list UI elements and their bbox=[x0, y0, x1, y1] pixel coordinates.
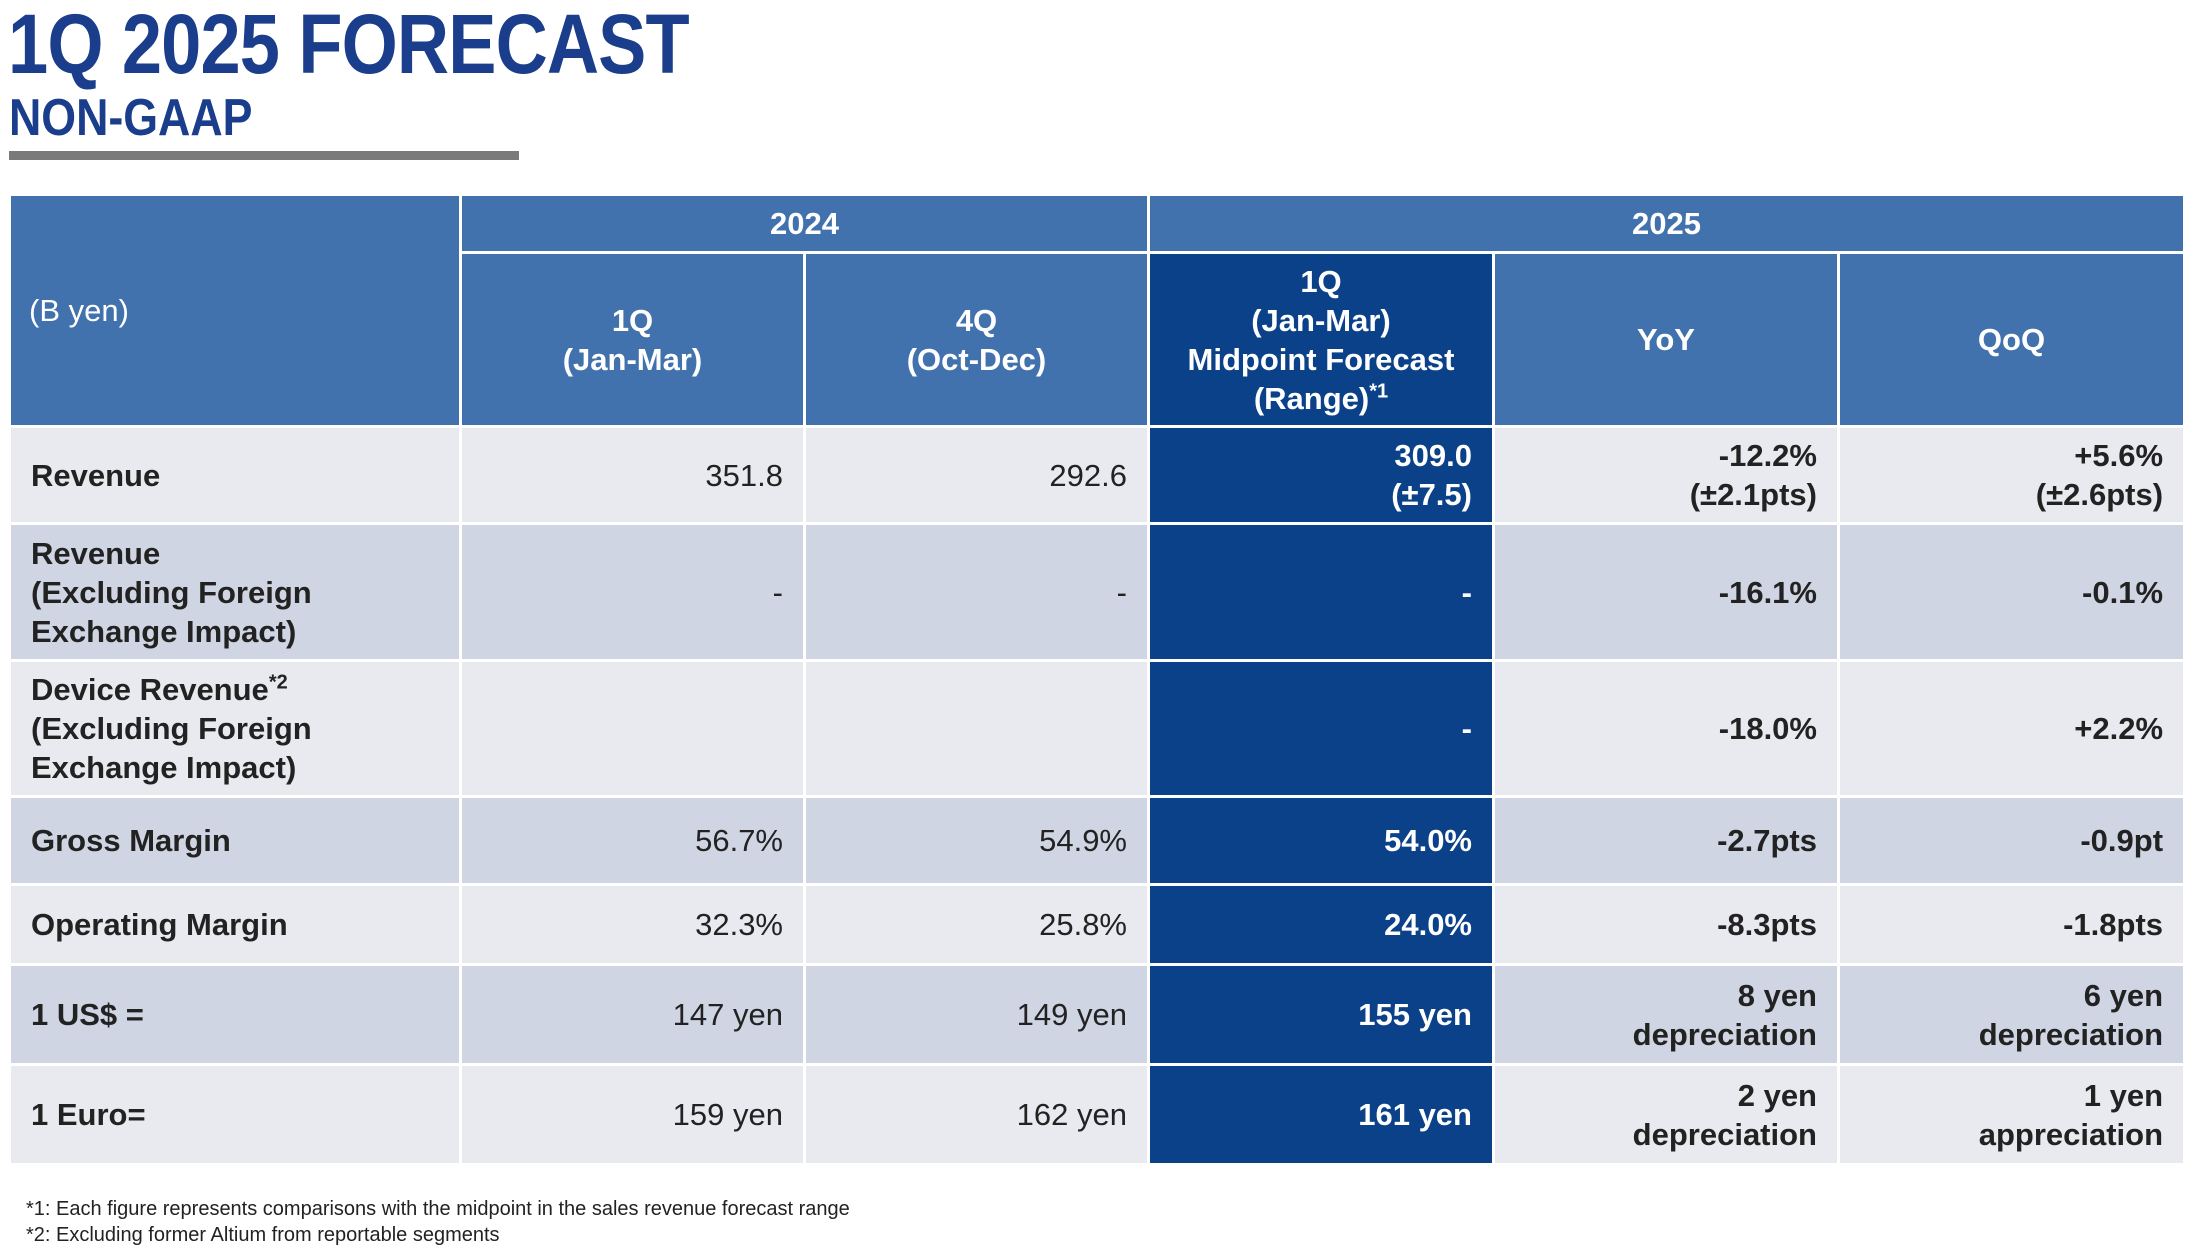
cell-qoq-line2: depreciation bbox=[1978, 1016, 2164, 1052]
cell-yoy-value: -12.2% bbox=[1718, 438, 1817, 473]
table-row-operating-margin: Operating Margin 32.3% 25.8% 24.0% -8.3p… bbox=[8, 883, 2187, 966]
cell-forecast-range: (±7.5) bbox=[1391, 477, 1472, 512]
cell-yoy: -12.2% (±2.1pts) bbox=[1492, 425, 1840, 525]
year-2024-header: 2024 bbox=[459, 193, 1150, 254]
cell-4q-2024: 149 yen bbox=[803, 963, 1150, 1066]
cell-qoq-value: +5.6% bbox=[2074, 438, 2164, 473]
cell-1q-2024: - bbox=[459, 522, 806, 662]
col-header-1q-2024-line2: (Jan-Mar) bbox=[562, 341, 703, 377]
page-title: 1Q 2025 FORECAST bbox=[8, 0, 690, 91]
cell-qoq: -0.9pt bbox=[1836, 795, 2187, 886]
cell-forecast: 309.0 (±7.5) bbox=[1147, 425, 1495, 525]
row-label: 1 Euro= bbox=[8, 1063, 462, 1166]
row-label-text: Device Revenue bbox=[31, 672, 269, 707]
cell-qoq: -0.1% bbox=[1836, 522, 2187, 662]
cell-qoq-line1: 1 yen bbox=[2083, 1077, 2164, 1113]
col-header-forecast-line2: (Jan-Mar) bbox=[1251, 302, 1391, 338]
row-label: 1 US$ = bbox=[8, 963, 462, 1066]
header-row-years: (B yen) 2024 2025 bbox=[8, 193, 2187, 428]
cell-4q-2024: 54.9% bbox=[803, 795, 1150, 886]
table-row-revenue: Revenue 351.8 292.6 309.0 (±7.5) -12.2% … bbox=[8, 425, 2187, 525]
row-label: Revenue bbox=[8, 425, 462, 525]
cell-forecast: 54.0% bbox=[1147, 795, 1495, 886]
footnote-2: *2: Excluding former Altium from reporta… bbox=[26, 1224, 500, 1246]
cell-yoy-range: (±2.1pts) bbox=[1689, 477, 1817, 512]
cell-1q-2024 bbox=[459, 659, 806, 798]
cell-4q-2024: 292.6 bbox=[803, 425, 1150, 525]
cell-yoy-line2: depreciation bbox=[1632, 1116, 1817, 1152]
cell-qoq: 1 yen appreciation bbox=[1836, 1063, 2187, 1166]
row-label-line2: (Excluding Foreign bbox=[31, 574, 312, 610]
cell-qoq-line2: appreciation bbox=[1978, 1116, 2164, 1152]
cell-qoq: +2.2% bbox=[1836, 659, 2187, 798]
col-header-forecast-line1: 1Q bbox=[1300, 263, 1342, 299]
col-header-yoy: YoY bbox=[1492, 251, 1840, 428]
col-header-forecast: 1Q (Jan-Mar) Midpoint Forecast (Range)*1 bbox=[1147, 251, 1495, 428]
unit-label: (B yen) bbox=[8, 193, 462, 428]
row-label-line1: Revenue bbox=[31, 535, 161, 571]
cell-yoy: -8.3pts bbox=[1492, 883, 1840, 966]
cell-1q-2024: 56.7% bbox=[459, 795, 806, 886]
row-label-line3: Exchange Impact) bbox=[31, 750, 297, 785]
cell-1q-2024: 147 yen bbox=[459, 963, 806, 1066]
cell-1q-2024: 159 yen bbox=[459, 1063, 806, 1166]
cell-qoq: -1.8pts bbox=[1836, 883, 2187, 966]
cell-4q-2024: 162 yen bbox=[803, 1063, 1150, 1166]
cell-forecast-value: 309.0 bbox=[1394, 438, 1472, 473]
cell-yoy-line1: 2 yen bbox=[1737, 1077, 1817, 1113]
cell-forecast: 24.0% bbox=[1147, 883, 1495, 966]
forecast-table: (B yen) 2024 2025 1Q (Jan-Mar) 4Q (Oct-D… bbox=[8, 193, 2187, 1166]
cell-1q-2024: 32.3% bbox=[459, 883, 806, 966]
cell-forecast: 161 yen bbox=[1147, 1063, 1495, 1166]
row-label: Gross Margin bbox=[8, 795, 462, 886]
footnote-marker-2: *2 bbox=[268, 671, 288, 694]
year-2025-header: 2025 bbox=[1146, 193, 2187, 254]
row-label-line3: Exchange Impact) bbox=[31, 613, 297, 649]
cell-yoy: -16.1% bbox=[1492, 522, 1840, 662]
footnote-1: *1: Each figure represents comparisons w… bbox=[26, 1198, 850, 1220]
cell-qoq: +5.6% (±2.6pts) bbox=[1836, 425, 2187, 525]
col-header-1q-2024-line1: 1Q bbox=[611, 302, 654, 338]
footnotes: *1: Each figure represents comparisons w… bbox=[26, 1196, 850, 1248]
cell-yoy-line2: depreciation bbox=[1632, 1016, 1817, 1052]
col-header-forecast-line3: Midpoint Forecast bbox=[1187, 341, 1455, 377]
row-label: Operating Margin bbox=[8, 883, 462, 966]
table-row-usd-rate: 1 US$ = 147 yen 149 yen 155 yen 8 yen de… bbox=[8, 963, 2187, 1066]
cell-forecast: - bbox=[1147, 522, 1495, 662]
cell-yoy: 8 yen depreciation bbox=[1492, 963, 1840, 1066]
row-label-line2: (Excluding Foreign bbox=[31, 711, 312, 746]
footnote-marker-1: *1 bbox=[1369, 380, 1389, 403]
cell-forecast: 155 yen bbox=[1147, 963, 1495, 1066]
col-header-4q-2024: 4Q (Oct-Dec) bbox=[803, 251, 1150, 428]
cell-yoy: -2.7pts bbox=[1492, 795, 1840, 886]
cell-4q-2024: - bbox=[803, 522, 1150, 662]
cell-4q-2024 bbox=[803, 659, 1150, 798]
cell-yoy-line1: 8 yen bbox=[1737, 977, 1817, 1013]
col-header-4q-2024-line1: 4Q bbox=[955, 302, 998, 338]
title-underline bbox=[9, 151, 519, 160]
header-row-columns: 1Q (Jan-Mar) 4Q (Oct-Dec) 1Q (Jan-Mar) M… bbox=[10, 251, 2187, 428]
col-header-forecast-line4: (Range)*1 bbox=[1170, 379, 1472, 418]
table-row-revenue-fx-excluded: Revenue (Excluding Foreign Exchange Impa… bbox=[8, 522, 2187, 662]
cell-1q-2024: 351.8 bbox=[459, 425, 806, 525]
row-label: Device Revenue*2 (Excluding Foreign Exch… bbox=[8, 659, 462, 798]
table-row-euro-rate: 1 Euro= 159 yen 162 yen 161 yen 2 yen de… bbox=[8, 1063, 2187, 1166]
cell-yoy: -18.0% bbox=[1492, 659, 1840, 798]
cell-qoq-line1: 6 yen bbox=[2083, 977, 2164, 1013]
page-subtitle: NON-GAAP bbox=[9, 89, 253, 147]
cell-forecast: - bbox=[1147, 659, 1495, 798]
cell-4q-2024: 25.8% bbox=[803, 883, 1150, 966]
row-label-line1: Device Revenue*2 bbox=[31, 670, 439, 709]
col-header-qoq: QoQ bbox=[1836, 251, 2187, 428]
table-row-device-revenue: Device Revenue*2 (Excluding Foreign Exch… bbox=[8, 659, 2187, 798]
col-header-4q-2024-line2: (Oct-Dec) bbox=[906, 341, 1047, 377]
cell-qoq: 6 yen depreciation bbox=[1836, 963, 2187, 1066]
row-label: Revenue (Excluding Foreign Exchange Impa… bbox=[8, 522, 462, 662]
cell-yoy: 2 yen depreciation bbox=[1492, 1063, 1840, 1166]
table-row-gross-margin: Gross Margin 56.7% 54.9% 54.0% -2.7pts -… bbox=[8, 795, 2187, 886]
cell-qoq-range: (±2.6pts) bbox=[2035, 477, 2164, 512]
col-header-1q-2024: 1Q (Jan-Mar) bbox=[459, 251, 806, 428]
col-header-forecast-range: (Range) bbox=[1253, 380, 1370, 416]
